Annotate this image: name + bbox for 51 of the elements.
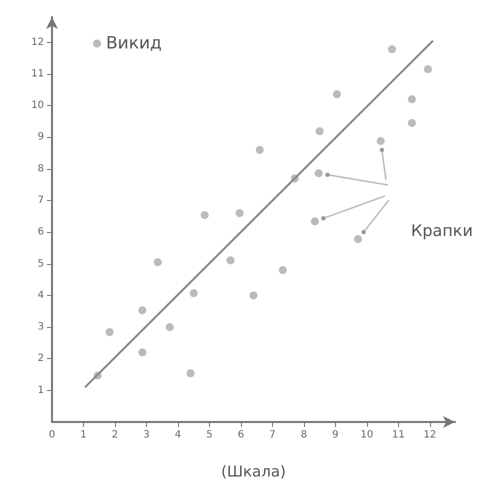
y-tick-label: 5 <box>38 258 44 270</box>
x-tick-label: 3 <box>143 430 150 440</box>
point <box>278 266 287 274</box>
x-tick-label: 12 <box>423 430 436 440</box>
legend-label: Викид <box>106 34 162 54</box>
point <box>200 211 209 220</box>
y-tick-label: 1 <box>38 384 44 396</box>
x-tick-label: 7 <box>269 430 276 440</box>
y-tick-label: 9 <box>38 132 44 143</box>
point <box>310 217 319 226</box>
point <box>388 45 396 54</box>
y-tick-label: 8 <box>38 163 44 174</box>
point <box>106 328 114 336</box>
point <box>256 146 264 154</box>
x-tick-label: 5 <box>206 430 213 440</box>
annotation: Крапки <box>411 221 473 240</box>
point <box>314 169 323 178</box>
x-axis-title: (Шкала) <box>221 462 286 480</box>
point <box>354 235 362 244</box>
point <box>408 95 416 104</box>
x-tick-label: 9 <box>332 430 339 440</box>
x-tick-label: 4 <box>174 430 182 440</box>
point <box>186 369 195 378</box>
y-tick-label: 2 <box>38 353 44 364</box>
point <box>138 348 146 356</box>
point <box>376 137 385 146</box>
y-tick-label: 10 <box>31 100 44 112</box>
point <box>332 90 341 98</box>
x-tick-label: 0 <box>48 430 56 440</box>
point <box>154 258 162 266</box>
y-tick-label: 11 <box>31 68 44 80</box>
point <box>316 127 324 136</box>
point <box>166 323 174 332</box>
point <box>226 256 235 264</box>
point <box>250 291 258 300</box>
x-tick-label: 11 <box>392 430 405 440</box>
point <box>236 209 244 218</box>
y-tick-label: 3 <box>38 322 44 333</box>
y-tick-label: 4 <box>38 290 44 301</box>
x-tick-label: 2 <box>112 430 118 440</box>
point <box>138 306 146 314</box>
y-tick-label: 12 <box>31 36 44 48</box>
point <box>424 65 432 74</box>
x-tick-label: 10 <box>360 430 374 440</box>
x-tick-label: 1 <box>80 430 87 440</box>
point <box>408 119 416 127</box>
point <box>190 289 198 298</box>
y-tick-label: 6 <box>38 226 44 238</box>
x-tick-label: 6 <box>238 430 244 440</box>
y-tick-label: 7 <box>38 195 44 206</box>
x-tick-label: 8 <box>300 430 308 440</box>
